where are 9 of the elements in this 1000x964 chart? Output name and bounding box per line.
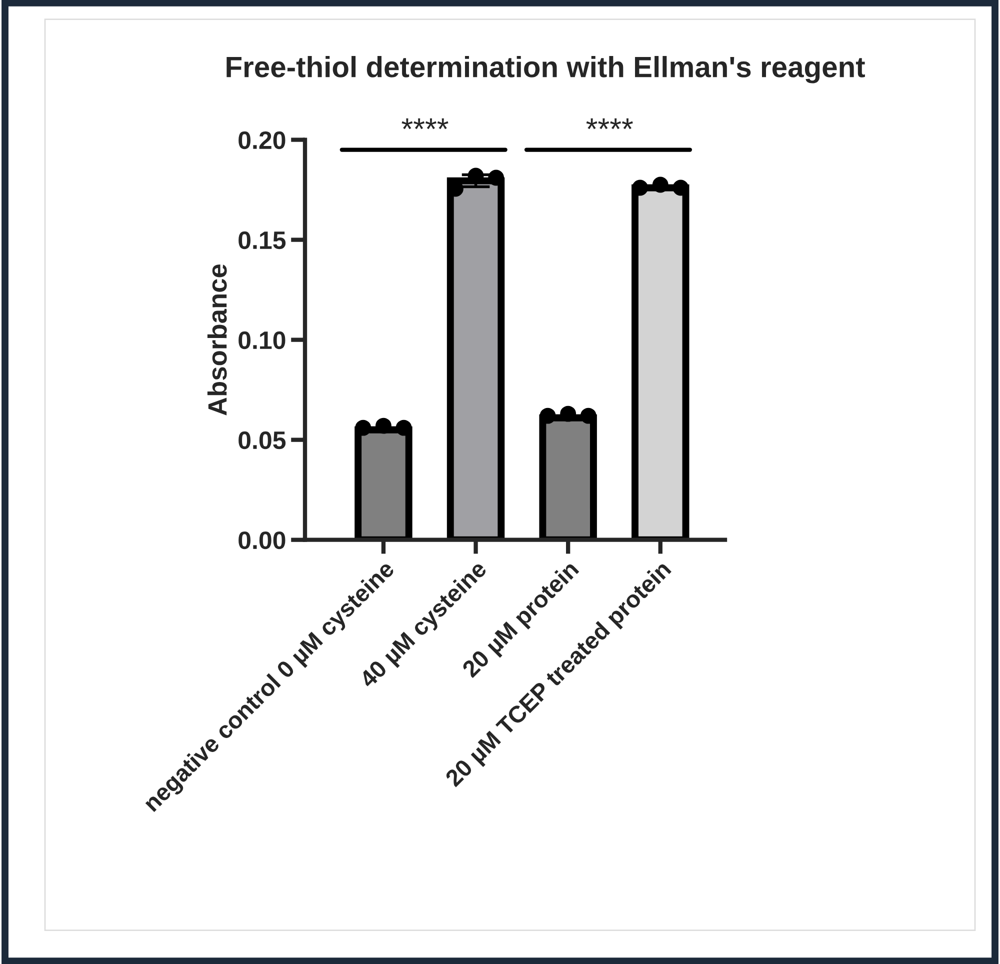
y-tick-label: 0.15 bbox=[238, 231, 286, 250]
y-axis-title: Absorbance bbox=[207, 264, 227, 416]
y-tick-label: 0.10 bbox=[238, 331, 286, 350]
chart-title: Free-thiol determination with Ellman's reagent bbox=[226, 56, 865, 84]
y-tick-label: 0.05 bbox=[238, 431, 286, 450]
text: **** bbox=[402, 118, 448, 130]
y-tick-label: 0.20 bbox=[238, 131, 286, 150]
text: **** bbox=[586, 118, 633, 130]
y-tick-label: 0.00 bbox=[238, 531, 286, 550]
